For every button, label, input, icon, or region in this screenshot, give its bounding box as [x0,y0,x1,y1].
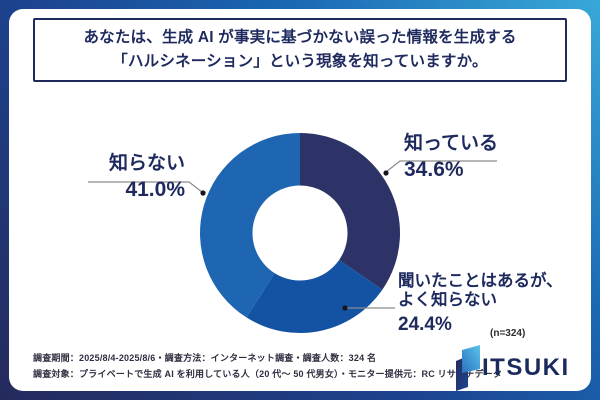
leader-dot-dont-know [200,190,206,196]
itsuki-logo: ITSUKI [450,343,585,393]
leader-lines [88,160,497,309]
question-box: あなたは、生成 AI が事実に基づかない誤った情報を生成する 「ハルシネーション… [33,18,567,82]
label-know: 知っている 34.6% [404,132,498,183]
donut-segment [300,133,400,290]
label-dont-know-percent: 41.0% [125,178,185,201]
leader-dots [200,170,389,311]
question-line-1: あなたは、生成 AI が事実に基づかない誤った情報を生成する [83,29,517,46]
label-heard-percent: 24.4% [398,314,452,335]
itsuki-logo-text: ITSUKI [482,354,570,381]
content-card: あなたは、生成 AI が事実に基づかない誤った情報を生成する 「ハルシネーション… [9,9,591,391]
logo-light-shape [462,345,480,373]
label-dont-know: 知らない 41.0% [80,152,185,203]
itsuki-logo-icon [456,345,480,391]
label-heard-text-line1: 聞いたことはあるが、 [398,272,563,290]
leader-dot-know [383,170,389,176]
survey-note-line1: 調査期間：2025/8/4-2025/8/6・調査方法：インターネット調査・調査… [33,353,377,363]
label-know-percent: 34.6% [404,158,464,181]
sample-size-note: (n=324) [490,328,526,339]
survey-notes: 調査期間：2025/8/4-2025/8/6・調査方法：インターネット調査・調査… [33,350,502,382]
label-know-text: 知っている [404,133,499,154]
question-line-2: 「ハルシネーション」という現象を知っていますか。 [112,53,488,70]
leader-line-dont-know [88,181,203,193]
donut-chart [88,133,497,333]
leader-dot-heard [342,305,348,311]
donut-segment [200,133,300,318]
survey-note-line2: 調査対象：プライベートで生成 AI を利用している人（20 代〜 50 代男女）… [33,369,503,379]
label-heard-text-line2: よく知らない [398,291,497,309]
donut-segment [246,259,383,333]
leader-line-know [385,160,497,173]
label-dont-know-text: 知らない [108,153,185,174]
label-heard: 聞いたことはあるが、 よく知らない 24.4% [398,272,563,337]
donut-segments [200,133,400,333]
